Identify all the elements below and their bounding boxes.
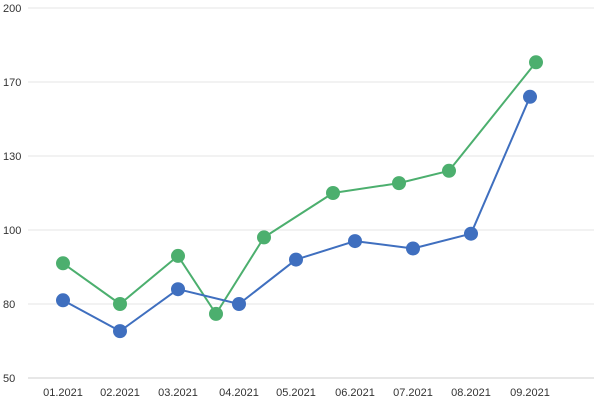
x-tick-label: 08.2021 <box>451 387 491 399</box>
x-tick-label: 07.2021 <box>393 387 433 399</box>
data-point-series-1 <box>257 230 271 245</box>
x-tick-label: 03.2021 <box>158 387 198 399</box>
data-point-series-1 <box>442 163 456 178</box>
y-tick-label: 80 <box>3 299 15 311</box>
x-tick-label: 09.2021 <box>510 387 550 399</box>
x-tick-label: 06.2021 <box>335 387 375 399</box>
y-tick-label: 100 <box>3 225 21 237</box>
series-line-2 <box>62 96 531 333</box>
data-point-series-1 <box>392 176 406 191</box>
data-point-series-1 <box>529 55 543 70</box>
data-point-series-2 <box>523 89 537 104</box>
grid-lines <box>28 7 594 379</box>
y-tick-label: 200 <box>3 3 21 15</box>
data-point-series-2 <box>56 293 70 308</box>
x-tick-label: 02.2021 <box>100 387 140 399</box>
x-tick-label: 05.2021 <box>276 387 316 399</box>
data-point-series-1 <box>56 256 70 271</box>
data-point-series-2 <box>464 226 478 241</box>
x-tick-label: 04.2021 <box>219 387 259 399</box>
x-axis-ticks: 01.2021 02.2021 03.2021 04.2021 05.2021 06.20… <box>43 387 550 399</box>
data-point-series-2 <box>406 241 420 256</box>
data-point-series-1 <box>326 186 340 200</box>
y-tick-label: 50 <box>3 373 15 385</box>
data-point-series-2 <box>232 297 246 311</box>
data-point-series-1 <box>171 248 185 263</box>
data-point-series-1 <box>113 297 127 311</box>
data-point-series-2 <box>113 324 127 339</box>
series-line-1 <box>62 61 537 315</box>
x-tick-label: 01.2021 <box>43 387 83 399</box>
series-group <box>56 55 543 339</box>
data-point-series-2 <box>289 252 303 267</box>
y-tick-label: 130 <box>3 151 21 163</box>
data-point-series-2 <box>171 282 185 297</box>
y-axis-ticks: 50 80 100 130 170 200 <box>3 3 21 385</box>
data-point-series-2 <box>348 234 362 249</box>
y-tick-label: 170 <box>3 77 21 89</box>
data-point-series-1 <box>209 306 223 321</box>
